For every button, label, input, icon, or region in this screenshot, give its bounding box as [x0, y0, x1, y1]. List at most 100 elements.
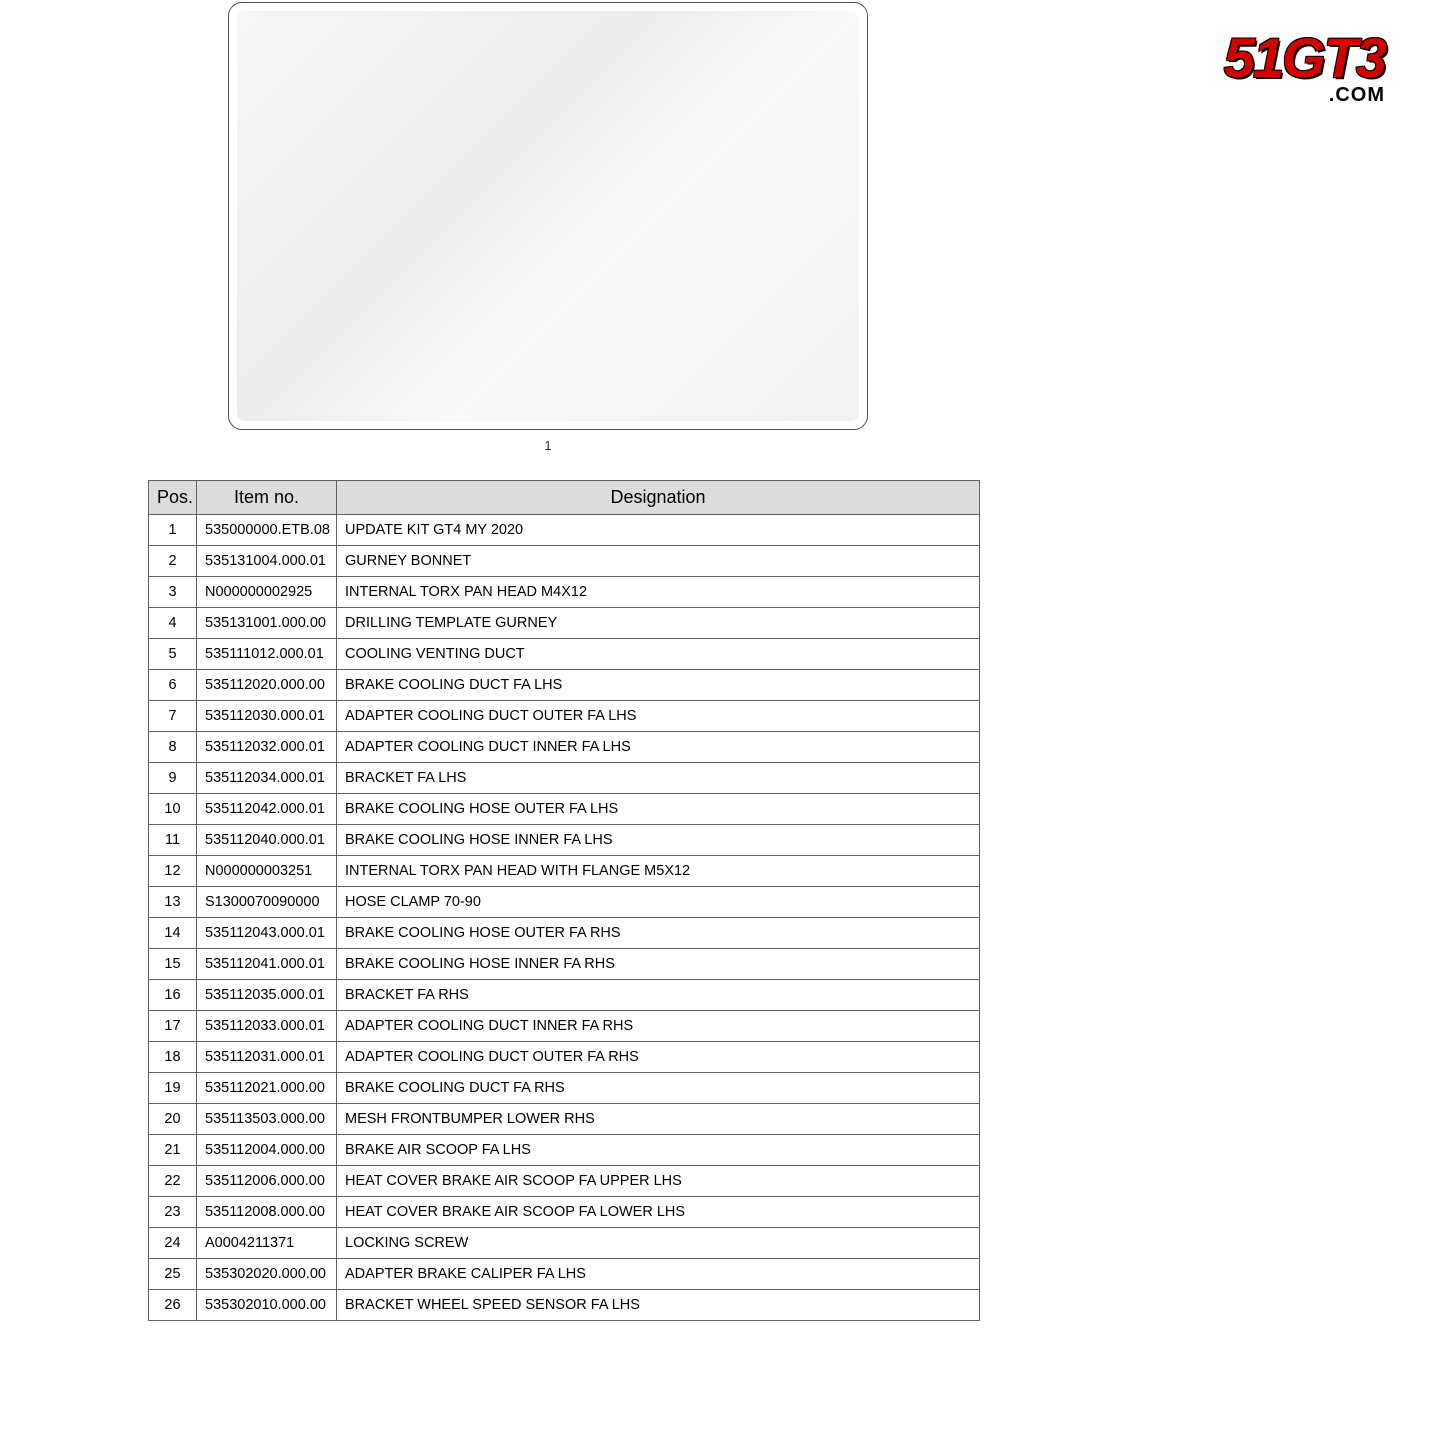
- cell-pos: 16: [149, 980, 197, 1011]
- cell-pos: 6: [149, 670, 197, 701]
- table-row: 5535111012.000.01COOLING VENTING DUCT: [149, 639, 980, 670]
- cell-designation: HEAT COVER BRAKE AIR SCOOP FA UPPER LHS: [337, 1166, 980, 1197]
- table-row: 2535131004.000.01GURNEY BONNET: [149, 546, 980, 577]
- table-row: 13S1300070090000HOSE CLAMP 70-90: [149, 887, 980, 918]
- cell-item-no: 535112032.000.01: [197, 732, 337, 763]
- cell-item-no: N000000002925: [197, 577, 337, 608]
- cell-designation: ADAPTER COOLING DUCT OUTER FA RHS: [337, 1042, 980, 1073]
- cell-designation: LOCKING SCREW: [337, 1228, 980, 1259]
- cell-pos: 2: [149, 546, 197, 577]
- diagram-index-label: 1: [228, 438, 868, 453]
- cell-pos: 12: [149, 856, 197, 887]
- table-row: 15535112041.000.01BRAKE COOLING HOSE INN…: [149, 949, 980, 980]
- cell-designation: MESH FRONTBUMPER LOWER RHS: [337, 1104, 980, 1135]
- cell-pos: 13: [149, 887, 197, 918]
- cell-pos: 25: [149, 1259, 197, 1290]
- cell-item-no: 535113503.000.00: [197, 1104, 337, 1135]
- table-row: 7535112030.000.01ADAPTER COOLING DUCT OU…: [149, 701, 980, 732]
- cell-item-no: 535112042.000.01: [197, 794, 337, 825]
- table-row: 1535000000.ETB.08UPDATE KIT GT4 MY 2020: [149, 515, 980, 546]
- cell-item-no: 535131004.000.01: [197, 546, 337, 577]
- cell-item-no: 535111012.000.01: [197, 639, 337, 670]
- cell-pos: 10: [149, 794, 197, 825]
- table-row: 23535112008.000.00HEAT COVER BRAKE AIR S…: [149, 1197, 980, 1228]
- cell-designation: ADAPTER BRAKE CALIPER FA LHS: [337, 1259, 980, 1290]
- table-row: 10535112042.000.01BRAKE COOLING HOSE OUT…: [149, 794, 980, 825]
- cell-item-no: 535112008.000.00: [197, 1197, 337, 1228]
- col-header-item: Item no.: [197, 481, 337, 515]
- cell-designation: BRAKE COOLING HOSE OUTER FA RHS: [337, 918, 980, 949]
- table-row: 14535112043.000.01BRAKE COOLING HOSE OUT…: [149, 918, 980, 949]
- cell-item-no: 535112035.000.01: [197, 980, 337, 1011]
- cell-designation: BRACKET FA RHS: [337, 980, 980, 1011]
- cell-item-no: 535112020.000.00: [197, 670, 337, 701]
- cell-pos: 3: [149, 577, 197, 608]
- table-row: 6535112020.000.00BRAKE COOLING DUCT FA L…: [149, 670, 980, 701]
- cell-item-no: 535112021.000.00: [197, 1073, 337, 1104]
- parts-table-body: 1535000000.ETB.08UPDATE KIT GT4 MY 20202…: [149, 515, 980, 1321]
- table-row: 3N000000002925INTERNAL TORX PAN HEAD M4X…: [149, 577, 980, 608]
- cell-pos: 1: [149, 515, 197, 546]
- cell-pos: 4: [149, 608, 197, 639]
- cell-pos: 11: [149, 825, 197, 856]
- table-row: 25535302020.000.00ADAPTER BRAKE CALIPER …: [149, 1259, 980, 1290]
- page: 51GT3 .COM 1 Pos. Item no. Designation 1…: [0, 0, 1445, 1445]
- col-header-pos: Pos.: [149, 481, 197, 515]
- cell-item-no: 535112041.000.01: [197, 949, 337, 980]
- cell-item-no: 535112004.000.00: [197, 1135, 337, 1166]
- cell-item-no: 535000000.ETB.08: [197, 515, 337, 546]
- cell-pos: 21: [149, 1135, 197, 1166]
- parts-table-wrap: Pos. Item no. Designation 1535000000.ETB…: [148, 480, 980, 1321]
- cell-item-no: 535131001.000.00: [197, 608, 337, 639]
- cell-pos: 7: [149, 701, 197, 732]
- cell-item-no: 535112031.000.01: [197, 1042, 337, 1073]
- cell-pos: 20: [149, 1104, 197, 1135]
- cell-designation: BRAKE COOLING HOSE INNER FA RHS: [337, 949, 980, 980]
- cell-designation: INTERNAL TORX PAN HEAD M4X12: [337, 577, 980, 608]
- cell-designation: BRAKE AIR SCOOP FA LHS: [337, 1135, 980, 1166]
- cell-item-no: N000000003251: [197, 856, 337, 887]
- cell-item-no: 535112033.000.01: [197, 1011, 337, 1042]
- cell-item-no: 535112030.000.01: [197, 701, 337, 732]
- cell-pos: 18: [149, 1042, 197, 1073]
- table-row: 20535113503.000.00MESH FRONTBUMPER LOWER…: [149, 1104, 980, 1135]
- cell-pos: 19: [149, 1073, 197, 1104]
- table-row: 8535112032.000.01ADAPTER COOLING DUCT IN…: [149, 732, 980, 763]
- cell-designation: BRACKET WHEEL SPEED SENSOR FA LHS: [337, 1290, 980, 1321]
- cell-designation: BRAKE COOLING DUCT FA RHS: [337, 1073, 980, 1104]
- cell-designation: ADAPTER COOLING DUCT INNER FA LHS: [337, 732, 980, 763]
- cell-designation: DRILLING TEMPLATE GURNEY: [337, 608, 980, 639]
- cell-designation: ADAPTER COOLING DUCT OUTER FA LHS: [337, 701, 980, 732]
- cell-pos: 15: [149, 949, 197, 980]
- cell-item-no: 535112040.000.01: [197, 825, 337, 856]
- cell-designation: BRAKE COOLING DUCT FA LHS: [337, 670, 980, 701]
- cell-designation: HOSE CLAMP 70-90: [337, 887, 980, 918]
- table-row: 18535112031.000.01ADAPTER COOLING DUCT O…: [149, 1042, 980, 1073]
- cell-item-no: S1300070090000: [197, 887, 337, 918]
- cell-designation: HEAT COVER BRAKE AIR SCOOP FA LOWER LHS: [337, 1197, 980, 1228]
- cell-pos: 24: [149, 1228, 197, 1259]
- cell-pos: 5: [149, 639, 197, 670]
- cell-item-no: 535112034.000.01: [197, 763, 337, 794]
- col-header-des: Designation: [337, 481, 980, 515]
- cell-designation: BRAKE COOLING HOSE INNER FA LHS: [337, 825, 980, 856]
- table-row: 22535112006.000.00HEAT COVER BRAKE AIR S…: [149, 1166, 980, 1197]
- cell-pos: 26: [149, 1290, 197, 1321]
- table-row: 24A0004211371LOCKING SCREW: [149, 1228, 980, 1259]
- logo-main-text: 51GT3: [1224, 30, 1385, 86]
- cell-designation: ADAPTER COOLING DUCT INNER FA RHS: [337, 1011, 980, 1042]
- cell-pos: 23: [149, 1197, 197, 1228]
- exploded-diagram-image: [237, 11, 859, 421]
- cell-pos: 22: [149, 1166, 197, 1197]
- parts-table-head: Pos. Item no. Designation: [149, 481, 980, 515]
- cell-pos: 8: [149, 732, 197, 763]
- cell-pos: 9: [149, 763, 197, 794]
- table-row: 19535112021.000.00BRAKE COOLING DUCT FA …: [149, 1073, 980, 1104]
- cell-designation: BRAKE COOLING HOSE OUTER FA LHS: [337, 794, 980, 825]
- table-row: 26535302010.000.00BRACKET WHEEL SPEED SE…: [149, 1290, 980, 1321]
- cell-pos: 17: [149, 1011, 197, 1042]
- cell-item-no: 535302020.000.00: [197, 1259, 337, 1290]
- cell-designation: COOLING VENTING DUCT: [337, 639, 980, 670]
- table-row: 16535112035.000.01BRACKET FA RHS: [149, 980, 980, 1011]
- cell-item-no: A0004211371: [197, 1228, 337, 1259]
